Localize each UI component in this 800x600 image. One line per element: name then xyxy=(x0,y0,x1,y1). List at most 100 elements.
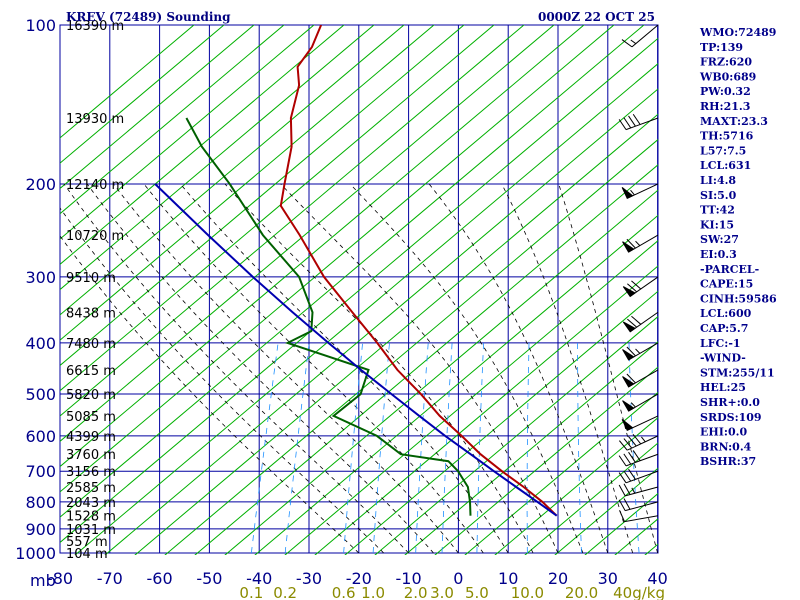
dry-adiabat-line xyxy=(104,88,658,555)
index-entry: EI:0.3 xyxy=(700,248,737,261)
wind-barb-pennant xyxy=(622,241,635,253)
dry-adiabat-line xyxy=(254,214,658,555)
pressure-unit-label: mb xyxy=(30,571,56,590)
index-entry: STM:255/11 xyxy=(700,366,775,379)
index-entry: SW:27 xyxy=(700,233,739,246)
moist-adiabat-line xyxy=(86,183,434,554)
chart-title: KREV (72489) Sounding xyxy=(66,10,231,24)
wind-barb-flag xyxy=(628,436,637,447)
wind-barb-flag xyxy=(618,484,626,497)
index-entry: LFC:-1 xyxy=(700,337,741,350)
temperature-tick-label: 40 xyxy=(647,569,667,588)
moist-adiabat-line xyxy=(60,235,360,554)
height-label: 3156 m xyxy=(66,465,116,480)
wind-barb-flag xyxy=(626,238,636,249)
dry-adiabat-line xyxy=(434,366,658,555)
pressure-tick-label: 1000 xyxy=(15,544,56,563)
mixing-ratio-label: 1.0 xyxy=(361,584,385,600)
height-label: 1031 m xyxy=(66,523,116,538)
temperature-tick-label: 20 xyxy=(548,569,568,588)
wind-barb-staff xyxy=(631,24,659,48)
mixing-ratio-label: 20.0 xyxy=(565,584,598,600)
mixing-ratio-line xyxy=(441,342,453,554)
pressure-tick-label: 500 xyxy=(25,385,56,404)
temperature-tick-label: -20 xyxy=(346,569,372,588)
wind-barb-staff xyxy=(625,486,659,497)
height-label: 9510 m xyxy=(66,271,116,286)
pressure-tick-label: 600 xyxy=(25,427,56,446)
dry-adiabat-line xyxy=(374,315,658,555)
index-entry: WB0:689 xyxy=(699,70,756,83)
wind-barb-pennant xyxy=(622,349,635,361)
index-entry: PW:0.32 xyxy=(700,85,751,98)
dry-adiabat-line xyxy=(60,25,585,468)
chart-datetime: 0000Z 22 OCT 25 xyxy=(538,10,655,24)
pressure-tick-label: 300 xyxy=(25,268,56,287)
index-entry: LCL:600 xyxy=(700,307,752,320)
wind-barb-pennant xyxy=(621,419,634,431)
pressure-tick-label: 800 xyxy=(25,493,56,512)
pressure-tick-label: 900 xyxy=(25,520,56,539)
wind-barb-flag xyxy=(628,451,636,463)
dry-adiabat-line xyxy=(524,442,658,555)
height-label: 104 m xyxy=(66,547,108,562)
temperature-tick-label: -40 xyxy=(246,569,272,588)
index-entry: LCL:631 xyxy=(700,159,751,172)
wind-barb-flag xyxy=(619,440,628,451)
temperature-tick-label: 10 xyxy=(498,569,518,588)
mixing-ratio-line xyxy=(372,342,390,554)
dry-adiabat-line xyxy=(584,492,658,555)
index-entry: -PARCEL- xyxy=(700,263,759,276)
dry-adiabat-line xyxy=(60,25,645,518)
moist-adiabat-line xyxy=(63,183,409,554)
wind-barb-flag xyxy=(618,119,627,130)
dry-adiabat-line xyxy=(60,25,225,164)
dry-adiabat-line xyxy=(60,25,435,341)
mixing-ratio-lines xyxy=(251,342,640,554)
index-entry: KI:15 xyxy=(700,218,734,231)
index-entry: -WIND- xyxy=(700,352,746,365)
dry-adiabat-line xyxy=(314,265,658,555)
wind-barb-half-flag xyxy=(641,436,646,443)
index-entry: TH:5716 xyxy=(700,130,754,143)
wind-barb-flag xyxy=(618,455,627,467)
temperature-tick-label: -70 xyxy=(97,569,123,588)
moist-adiabat-line xyxy=(60,207,384,554)
temperature-tick-label: -80 xyxy=(47,569,73,588)
temperature-tick-label: 0 xyxy=(453,569,463,588)
dry-adiabat-line xyxy=(60,25,375,291)
wind-barb-flag xyxy=(627,283,638,293)
wind-barb-flag xyxy=(627,318,638,328)
index-entry: HEL:25 xyxy=(700,381,746,394)
index-entry: EHI:0.0 xyxy=(700,426,747,439)
wind-barb-flag xyxy=(632,113,641,125)
dry-adiabat-line xyxy=(60,25,285,215)
moist-adiabat-line xyxy=(558,183,658,554)
index-entry: WMO:72489 xyxy=(699,26,776,39)
dry-adiabat-line xyxy=(60,37,658,544)
moist-adiabat-line xyxy=(428,183,609,554)
wind-barb-flag xyxy=(623,453,632,465)
dry-adiabat-line xyxy=(60,25,495,392)
wind-barb-staff xyxy=(625,117,659,131)
mixing-ratio-line xyxy=(251,342,279,554)
wind-barb-flag xyxy=(632,433,642,445)
wind-barbs xyxy=(618,24,659,523)
profile-traces xyxy=(154,25,558,517)
index-entry: CAP:5.7 xyxy=(700,322,748,335)
moist-adiabat-line xyxy=(112,183,459,554)
moist-adiabat-line xyxy=(224,183,534,554)
dry-adiabats xyxy=(60,25,658,555)
index-entry: TP:139 xyxy=(700,41,743,54)
dry-adiabat-line xyxy=(60,25,345,265)
wind-barb-half-flag xyxy=(635,240,641,246)
index-entry: BRN:0.4 xyxy=(700,440,752,453)
wind-barb-flag xyxy=(626,373,636,384)
wind-barb-flag xyxy=(632,450,641,461)
height-label: 13930 m xyxy=(66,112,124,127)
wind-barb-staff xyxy=(625,501,659,512)
temperature-tick-label: 30 xyxy=(598,569,618,588)
